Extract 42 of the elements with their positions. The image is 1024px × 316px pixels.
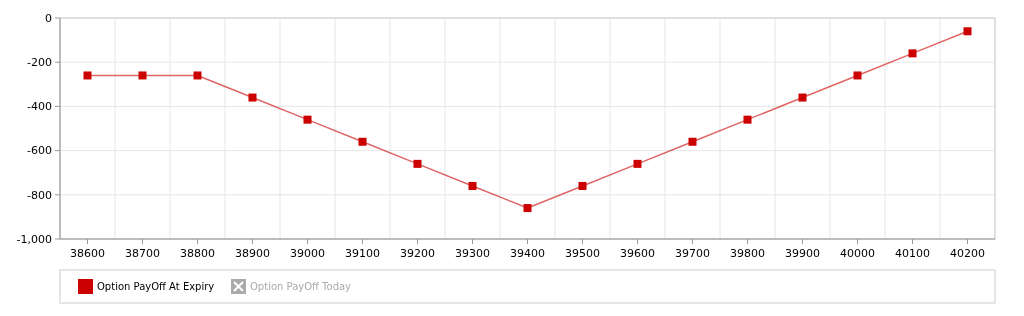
point — [413, 159, 422, 168]
x-tick-label: 40200 — [950, 247, 985, 260]
point — [688, 137, 697, 146]
point — [248, 93, 257, 102]
y-tick-label: -600 — [27, 144, 52, 158]
x-tick-label: 39600 — [620, 247, 655, 260]
y-tick-label: -400 — [27, 100, 52, 114]
x-tick-label: 39700 — [675, 247, 710, 260]
x-tick-label: 39300 — [455, 247, 490, 260]
legend-label: Option PayOff Today — [250, 281, 352, 292]
point — [138, 71, 147, 80]
y-tick-label: 0 — [45, 11, 52, 25]
point — [963, 27, 972, 36]
x-tick-label: 39200 — [400, 247, 435, 260]
x-tick-label: 38900 — [235, 247, 270, 260]
y-tick-label: -200 — [27, 56, 52, 70]
y-tick-label: -1,000 — [16, 232, 52, 246]
point — [908, 49, 917, 58]
point — [83, 71, 92, 80]
legend-label: Option PayOff At Expiry — [97, 281, 215, 292]
x-tick-label: 40100 — [895, 247, 930, 260]
x-tick-label: 39400 — [510, 247, 545, 260]
point — [468, 181, 477, 190]
point — [358, 137, 367, 146]
x-tick-label: 39800 — [730, 247, 765, 260]
x-tick-label: 39100 — [345, 247, 380, 260]
point — [193, 71, 202, 80]
point — [633, 159, 642, 168]
point — [798, 93, 807, 102]
x-tick-label: 38800 — [180, 247, 215, 260]
x-tick-label: 39500 — [565, 247, 600, 260]
point — [523, 204, 532, 213]
x-tick-label: 38700 — [125, 247, 160, 260]
x-tick-label: 39900 — [785, 247, 820, 260]
x-tick-label: 38600 — [70, 247, 105, 260]
point — [303, 115, 312, 124]
x-tick-label: 39000 — [290, 247, 325, 260]
x-tick-label: 40000 — [840, 247, 875, 260]
y-tick-label: -800 — [27, 188, 52, 202]
point — [743, 115, 752, 124]
point — [578, 181, 587, 190]
point — [853, 71, 862, 80]
